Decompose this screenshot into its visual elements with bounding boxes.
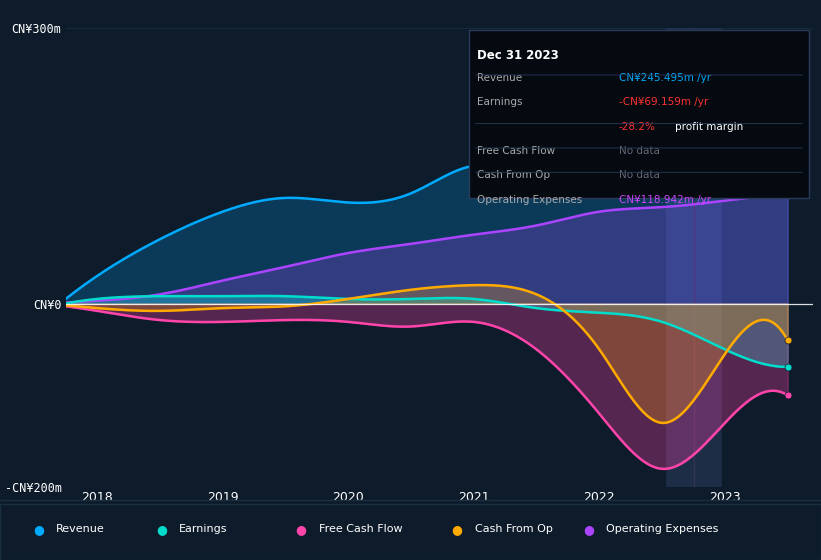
Text: -CN¥69.159m /yr: -CN¥69.159m /yr [618, 97, 708, 108]
Text: No data: No data [618, 170, 659, 180]
Text: -28.2%: -28.2% [618, 122, 655, 132]
Text: profit margin: profit margin [675, 122, 743, 132]
Text: Revenue: Revenue [477, 73, 521, 83]
Text: Free Cash Flow: Free Cash Flow [319, 524, 402, 534]
Text: Earnings: Earnings [179, 524, 227, 534]
Text: CN¥118.942m /yr: CN¥118.942m /yr [618, 195, 711, 205]
Text: Operating Expenses: Operating Expenses [477, 195, 582, 205]
Text: ●: ● [33, 522, 44, 536]
Text: CN¥245.495m /yr: CN¥245.495m /yr [618, 73, 711, 83]
Text: ●: ● [583, 522, 594, 536]
Text: Free Cash Flow: Free Cash Flow [477, 146, 555, 156]
Text: Operating Expenses: Operating Expenses [606, 524, 718, 534]
Text: Dec 31 2023: Dec 31 2023 [477, 49, 558, 62]
Text: ●: ● [452, 522, 462, 536]
Text: Cash From Op: Cash From Op [475, 524, 553, 534]
Text: Revenue: Revenue [56, 524, 104, 534]
Text: No data: No data [618, 146, 659, 156]
Text: Earnings: Earnings [477, 97, 522, 108]
FancyBboxPatch shape [469, 30, 809, 198]
Text: ●: ● [296, 522, 306, 536]
Text: ●: ● [156, 522, 167, 536]
Text: Cash From Op: Cash From Op [477, 170, 549, 180]
